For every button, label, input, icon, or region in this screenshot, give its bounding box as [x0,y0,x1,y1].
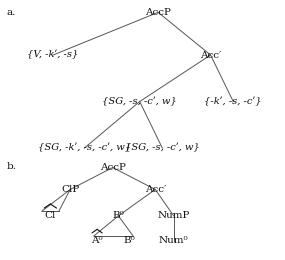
Text: ClP: ClP [61,185,79,194]
Text: Num⁰: Num⁰ [159,236,188,245]
Text: {SG, -s, -cʹ, w}: {SG, -s, -cʹ, w} [125,144,200,153]
Text: Cl: Cl [45,211,56,220]
Text: b.: b. [6,162,16,171]
Text: {SG, -kʹ, -s, -cʹ, w}: {SG, -kʹ, -s, -cʹ, w} [38,144,131,153]
Text: A⁰: A⁰ [91,236,103,245]
Text: B⁰: B⁰ [124,236,136,245]
Text: Acc′: Acc′ [200,50,221,60]
Text: AccP: AccP [145,8,171,17]
Text: Acc′: Acc′ [144,185,166,194]
Text: {SG, -s, -cʹ, w}: {SG, -s, -cʹ, w} [102,97,177,106]
Text: NumP: NumP [158,211,190,220]
Text: {V, -kʹ, -s}: {V, -kʹ, -s} [27,50,79,60]
Text: AccP: AccP [100,163,126,172]
Text: {-kʹ, -s, -cʹ}: {-kʹ, -s, -cʹ} [204,97,262,106]
Text: B⁰: B⁰ [113,211,124,220]
Text: a.: a. [6,9,16,17]
